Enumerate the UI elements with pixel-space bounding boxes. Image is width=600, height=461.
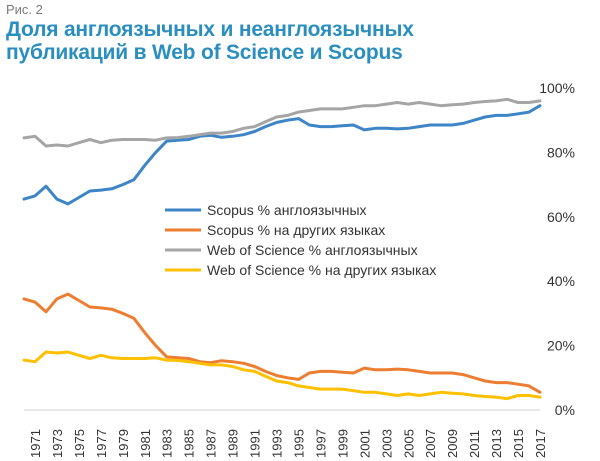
x-tick-label: 1975 — [72, 429, 87, 458]
x-tick-label: 2001 — [357, 429, 372, 458]
y-tick-label: 100% — [539, 80, 575, 96]
series-line-4 — [22, 350, 542, 401]
x-tick-label: 2011 — [467, 430, 482, 458]
series-line-3 — [22, 97, 542, 148]
x-tick-label: 2017 — [533, 429, 548, 458]
y-tick-label: 80% — [547, 144, 575, 160]
x-tick-label: 1999 — [335, 429, 350, 458]
x-tick-label: 1977 — [94, 429, 109, 458]
series-line-2 — [22, 292, 542, 394]
x-tick-label: 1973 — [50, 429, 65, 458]
x-tick-label: 1997 — [313, 429, 328, 458]
chart-title-line-2: публикаций в Web of Science и Scopus — [6, 41, 403, 64]
y-tick-label: 60% — [547, 209, 575, 225]
figure-label: Рис. 2 — [6, 2, 43, 17]
x-tick-label: 1987 — [204, 429, 219, 458]
x-axis-ticks: 1971 1973 1975 1977 1979 1981 1983 1985 1987 1989… — [28, 429, 548, 458]
x-tick-label: 2005 — [401, 429, 416, 458]
x-tick-label: 1991 — [248, 429, 263, 458]
legend: Scopus % англоязычных Scopus % на других … — [165, 202, 436, 278]
x-tick-label: 1989 — [226, 429, 241, 458]
x-tick-label: 1983 — [160, 429, 175, 458]
legend-label-2: Scopus % на других языках — [207, 222, 385, 238]
chart-title-line-1: Доля англоязычных и неанглоязычных — [6, 18, 414, 41]
x-tick-label: 1981 — [138, 429, 153, 458]
legend-label-1: Scopus % англоязычных — [207, 202, 367, 218]
y-tick-label: 20% — [547, 338, 575, 354]
x-tick-label: 2009 — [445, 429, 460, 458]
x-tick-label: 2003 — [379, 429, 394, 458]
x-tick-label: 1979 — [116, 429, 131, 458]
series-line-1 — [22, 104, 542, 206]
x-tick-label: 1971 — [28, 429, 43, 458]
chart-title: Доля англоязычных и неанглоязычных публи… — [6, 18, 526, 64]
x-tick-label: 1985 — [182, 429, 197, 458]
legend-label-4: Web of Science % на других языках — [207, 262, 436, 278]
y-tick-label: 0% — [555, 402, 575, 418]
x-tick-label: 1995 — [291, 429, 306, 458]
legend-label-3: Web of Science % англоязычных — [207, 242, 418, 258]
x-tick-label: 1993 — [270, 429, 285, 458]
series-lines — [22, 97, 542, 401]
y-axis-ticks: 0% 20% 40% 60% 80% 100% — [539, 80, 575, 418]
x-tick-label: 2015 — [511, 429, 526, 458]
y-tick-label: 40% — [547, 273, 575, 289]
x-tick-label: 2013 — [489, 429, 504, 458]
x-tick-label: 2007 — [423, 429, 438, 458]
